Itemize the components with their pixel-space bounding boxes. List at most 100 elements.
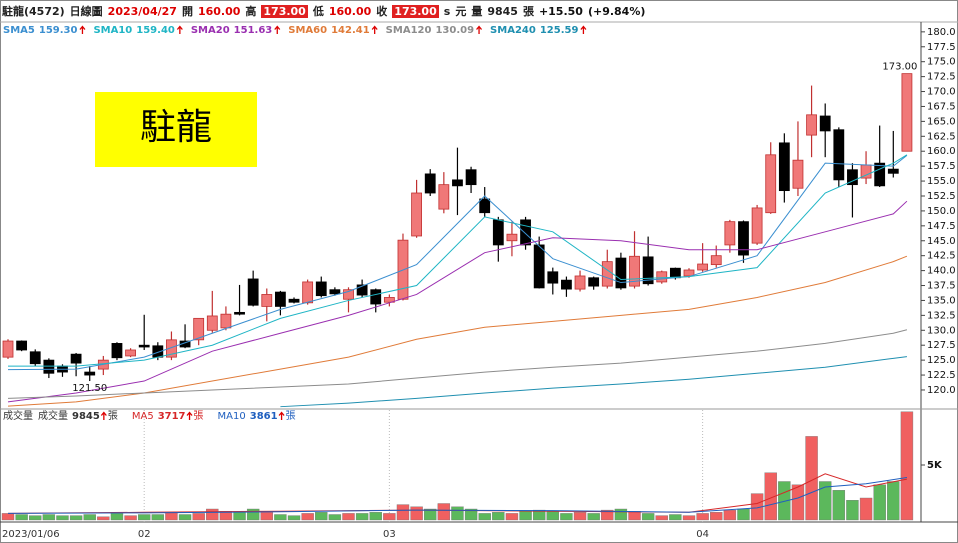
volume-bar [246,508,260,521]
legend-value: 125.59 [540,25,579,36]
candle-body [697,263,709,271]
change-pct: (+9.84%) [587,4,646,18]
candle-body [288,298,300,303]
candle-body [424,173,436,194]
x-tick-label: 02 [138,529,151,540]
candle-body [683,269,695,277]
legend-name: SMA20 [191,25,230,36]
volume-bar [764,472,777,521]
high-value: 173.00 [261,4,308,18]
y-tick-label: 145.0 [927,236,956,247]
candle-body [901,73,913,152]
volume-bar [110,513,124,521]
volume-value: 9845 [487,4,518,18]
candle-body [547,271,559,284]
y-tick-label: 137.5 [927,281,956,292]
legend-unit: 張 [286,410,296,422]
candle-body [656,271,668,283]
volume-bar [260,511,273,521]
arrow-icon [371,25,378,34]
volume-bar [641,513,655,521]
candle-body [452,179,463,187]
volume-bar [437,503,451,521]
volume-bar [573,512,587,521]
candle-body [179,340,191,348]
legend-value: 151.63 [234,25,273,36]
candle-body [138,344,150,348]
volume-bar [601,509,614,521]
sma-line [7,200,908,403]
volume-bar [464,508,478,521]
arrow-icon [100,411,107,420]
candle-body [629,255,640,287]
legend-value: 142.41 [331,25,370,36]
candle-body [383,297,395,303]
volume-bar [369,512,382,521]
legend-name: SMA5 [3,25,35,36]
volume-bar [15,514,28,521]
y-tick-label: 140.0 [927,266,956,277]
volume-label: 量 [471,5,483,18]
candle-body [642,256,654,285]
price-annotation: 173.00 [882,62,917,73]
candle-body [669,267,681,279]
volume-bar [859,497,873,521]
volume-bar [655,515,668,521]
candle-body [356,284,368,296]
y-tick-label: 127.5 [927,340,956,351]
volume-bar [69,515,83,521]
candle-body [220,313,232,329]
volume-bar [410,506,423,521]
candle-body [601,261,613,287]
arrow-icon [186,411,193,420]
volume-bar [192,513,205,521]
legend-value: 3861 [250,411,278,422]
volume-bar [137,514,151,521]
candle-body [615,257,627,289]
volume-bar [478,513,491,521]
candle-body [438,184,450,210]
y-tick-label: 172.5 [927,72,956,83]
volume-bar [83,514,96,521]
candle-body [193,317,205,341]
candle-body [302,281,314,304]
high-label: 高 [245,5,257,18]
legend-name: SMA60 [288,25,327,36]
volume-bar [342,513,355,521]
volume-bar [519,511,532,521]
volume-bar [723,509,737,521]
arrow-icon [176,25,183,34]
volume-bar [505,513,519,521]
candle-body [819,115,831,132]
volume-unit: 張 [522,5,534,18]
volume-bar [669,514,682,521]
sma-line [7,329,908,399]
candle-body [710,255,722,266]
legend-name: 成交量 [38,409,68,422]
candle-body [234,311,245,315]
volume-bar [696,513,709,521]
sma-line [7,155,908,371]
candle-body [2,340,14,358]
candle-body [43,359,55,374]
y-tick-label: 160.0 [927,146,956,157]
candle-body [206,315,218,331]
volume-bar [832,490,846,521]
header: 駐龍(4572) 日線圖 2023/04/27 開 160.00 高 173.0… [0,0,958,22]
y-tick-label: 180.0 [927,27,956,38]
candle-body [492,219,504,246]
period[interactable]: 日線圖 [69,5,103,18]
legend-value: 159.30 [39,25,78,36]
candle-body [520,219,531,246]
date: 2023/04/27 [107,4,177,18]
candle-body [166,339,177,358]
y-tick-label: 167.5 [927,101,956,112]
y-tick-label: 132.5 [927,310,956,321]
unit-s: s [443,4,451,18]
chart-title: 駐龍 [140,107,212,148]
candle-body [833,129,845,181]
low-value: 160.00 [328,4,372,18]
arrow-icon [580,25,587,34]
y-tick-label: 122.5 [927,370,956,381]
y-tick-label: 155.0 [927,176,956,187]
